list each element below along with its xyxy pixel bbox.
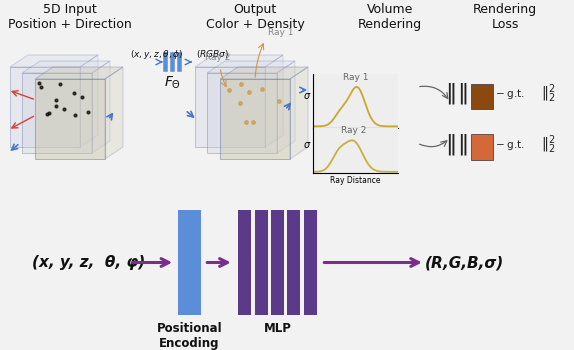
Polygon shape — [195, 55, 283, 67]
Bar — [170, 52, 175, 72]
Text: (x, y, z,  θ, φ): (x, y, z, θ, φ) — [32, 255, 146, 270]
Text: Ray 2: Ray 2 — [205, 53, 230, 62]
Polygon shape — [10, 55, 98, 67]
Text: Ray 1: Ray 1 — [268, 28, 293, 37]
X-axis label: Ray Distance: Ray Distance — [330, 176, 381, 185]
Text: (R,G,B,σ): (R,G,B,σ) — [425, 255, 505, 270]
Text: $-$ g.t.: $-$ g.t. — [495, 138, 526, 152]
Polygon shape — [220, 67, 308, 79]
Polygon shape — [35, 79, 105, 159]
Text: $\Vert_2^2$: $\Vert_2^2$ — [541, 83, 556, 105]
Polygon shape — [80, 55, 98, 147]
Text: Ray 1: Ray 1 — [343, 73, 368, 82]
Polygon shape — [10, 67, 80, 147]
Polygon shape — [22, 61, 110, 73]
Text: $\Vert$: $\Vert$ — [457, 82, 467, 106]
Text: $\Vert$: $\Vert$ — [457, 132, 467, 157]
Text: 5D Input
Position + Direction: 5D Input Position + Direction — [8, 3, 132, 31]
Polygon shape — [207, 61, 295, 73]
Text: Volume
Rendering: Volume Rendering — [358, 3, 422, 31]
Text: $\Vert$: $\Vert$ — [445, 132, 455, 157]
Polygon shape — [277, 61, 295, 153]
Y-axis label: $\sigma$: $\sigma$ — [303, 140, 312, 150]
Polygon shape — [207, 73, 277, 153]
Text: $(x,y,z,\theta,\phi)$: $(x,y,z,\theta,\phi)$ — [130, 48, 184, 61]
Text: Output
Color + Density: Output Color + Density — [205, 3, 304, 31]
Text: $(RGB\sigma)$: $(RGB\sigma)$ — [196, 48, 230, 60]
Polygon shape — [195, 67, 265, 147]
Polygon shape — [290, 67, 308, 159]
Text: $F_\Theta$: $F_\Theta$ — [164, 75, 181, 91]
Bar — [238, 210, 251, 315]
Polygon shape — [105, 67, 123, 159]
Polygon shape — [92, 61, 110, 153]
Polygon shape — [22, 73, 92, 153]
Y-axis label: $\sigma$: $\sigma$ — [303, 91, 312, 101]
Polygon shape — [220, 79, 290, 159]
Text: Positional
Encoding: Positional Encoding — [157, 322, 222, 350]
Bar — [304, 210, 317, 315]
Polygon shape — [265, 55, 283, 147]
Text: $\Vert$: $\Vert$ — [445, 82, 455, 106]
Polygon shape — [35, 67, 123, 79]
Text: $-$ g.t.: $-$ g.t. — [495, 87, 526, 101]
Text: Ray 2: Ray 2 — [341, 126, 366, 135]
Bar — [471, 84, 493, 109]
Bar — [178, 210, 201, 315]
Text: MLP: MLP — [263, 322, 292, 335]
Bar — [255, 210, 268, 315]
Bar — [271, 210, 284, 315]
Text: Rendering
Loss: Rendering Loss — [473, 3, 537, 31]
Bar — [163, 52, 168, 72]
Bar — [471, 134, 493, 160]
Bar — [288, 210, 301, 315]
Text: $\Vert_2^2$: $\Vert_2^2$ — [541, 133, 556, 156]
Bar — [177, 52, 182, 72]
